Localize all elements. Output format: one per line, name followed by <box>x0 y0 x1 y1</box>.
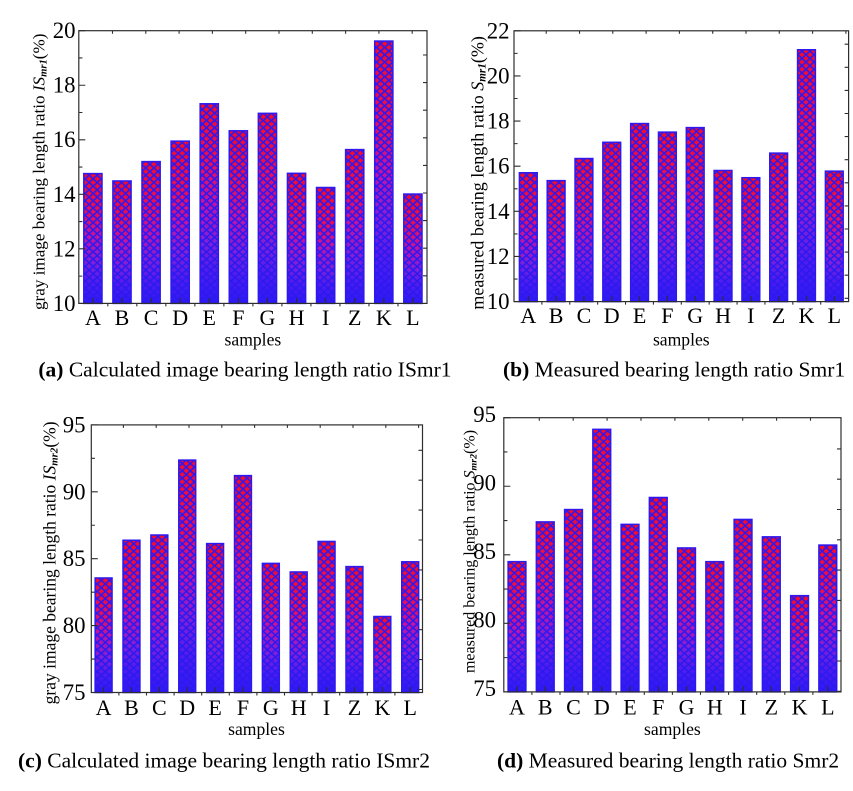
svg-text:18: 18 <box>53 73 76 98</box>
svg-text:20: 20 <box>487 63 510 88</box>
svg-text:F: F <box>232 305 244 330</box>
svg-text:80: 80 <box>473 608 496 633</box>
svg-text:90: 90 <box>63 479 86 504</box>
svg-text:D: D <box>179 695 195 720</box>
svg-text:samples: samples <box>228 719 285 739</box>
svg-text:(c) Calculated image bearing l: (c) Calculated image bearing length rati… <box>18 749 430 773</box>
svg-text:H: H <box>289 305 305 330</box>
svg-text:20: 20 <box>53 18 76 43</box>
svg-text:C: C <box>577 303 592 328</box>
svg-text:14: 14 <box>487 199 510 224</box>
svg-text:12: 12 <box>487 244 510 269</box>
svg-text:L: L <box>821 695 834 720</box>
svg-text:A: A <box>96 695 112 720</box>
svg-text:E: E <box>633 303 646 328</box>
svg-text:E: E <box>203 305 216 330</box>
svg-text:Z: Z <box>348 695 361 720</box>
svg-text:F: F <box>661 303 673 328</box>
svg-text:10: 10 <box>487 289 510 314</box>
svg-text:E: E <box>623 695 636 720</box>
svg-text:A: A <box>85 305 101 330</box>
svg-text:B: B <box>124 695 139 720</box>
svg-text:H: H <box>291 695 307 720</box>
svg-text:Z: Z <box>348 305 361 330</box>
svg-text:C: C <box>152 695 167 720</box>
svg-text:B: B <box>549 303 564 328</box>
svg-text:F: F <box>237 695 249 720</box>
svg-text:16: 16 <box>53 127 76 152</box>
svg-text:D: D <box>172 305 188 330</box>
svg-text:G: G <box>260 305 276 330</box>
svg-text:L: L <box>828 303 841 328</box>
svg-text:85: 85 <box>473 539 496 564</box>
svg-text:12: 12 <box>53 236 76 261</box>
svg-text:10: 10 <box>53 291 76 316</box>
svg-text:A: A <box>509 695 525 720</box>
svg-text:D: D <box>604 303 620 328</box>
svg-text:G: G <box>687 303 703 328</box>
svg-text:samples: samples <box>644 719 701 739</box>
svg-text:(b) Measured bearing length ra: (b) Measured bearing length ratio Smr1 <box>503 358 845 382</box>
svg-text:85: 85 <box>63 546 86 571</box>
svg-text:B: B <box>538 695 553 720</box>
svg-text:H: H <box>707 695 723 720</box>
svg-text:C: C <box>566 695 581 720</box>
svg-text:G: G <box>679 695 695 720</box>
svg-text:22: 22 <box>487 18 510 43</box>
svg-text:K: K <box>376 305 392 330</box>
svg-text:L: L <box>403 695 416 720</box>
svg-text:I: I <box>739 695 746 720</box>
svg-text:G: G <box>263 695 279 720</box>
svg-text:F: F <box>652 695 664 720</box>
svg-text:D: D <box>594 695 610 720</box>
svg-text:K: K <box>799 303 815 328</box>
svg-text:Z: Z <box>772 303 785 328</box>
svg-text:E: E <box>208 695 221 720</box>
svg-text:measured bearing length ratio: measured bearing length ratio Smr1(%) <box>467 36 488 310</box>
svg-text:16: 16 <box>487 154 510 179</box>
svg-text:A: A <box>520 303 536 328</box>
svg-text:K: K <box>792 695 808 720</box>
svg-text:L: L <box>406 305 419 330</box>
svg-text:K: K <box>374 695 390 720</box>
svg-text:gray image bearing length rati: gray image bearing length ratio ISmr1(%) <box>30 34 50 310</box>
svg-text:75: 75 <box>473 676 496 701</box>
svg-text:H: H <box>715 303 731 328</box>
svg-text:B: B <box>115 305 130 330</box>
svg-text:samples: samples <box>653 330 710 350</box>
svg-text:Z: Z <box>765 695 778 720</box>
svg-text:(d) Measured bearing length ra: (d) Measured bearing length ratio Smr2 <box>497 749 839 773</box>
svg-text:18: 18 <box>487 109 510 134</box>
svg-text:75: 75 <box>63 680 86 705</box>
svg-text:80: 80 <box>63 613 86 638</box>
svg-text:90: 90 <box>473 471 496 496</box>
svg-text:measured bearing length ratio: measured bearing length ratio Smr2(%) <box>461 430 479 673</box>
svg-text:C: C <box>144 305 159 330</box>
svg-text:I: I <box>747 303 754 328</box>
svg-text:I: I <box>322 305 329 330</box>
svg-text:gray image bearing length rati: gray image bearing length ratio ISmr2(%) <box>40 421 61 704</box>
svg-text:I: I <box>323 695 330 720</box>
svg-text:(a) Calculated image bearing l: (a) Calculated image bearing length rati… <box>38 358 451 382</box>
svg-text:95: 95 <box>473 402 496 427</box>
svg-text:95: 95 <box>63 412 86 437</box>
svg-text:14: 14 <box>53 182 76 207</box>
svg-text:samples: samples <box>225 330 282 350</box>
